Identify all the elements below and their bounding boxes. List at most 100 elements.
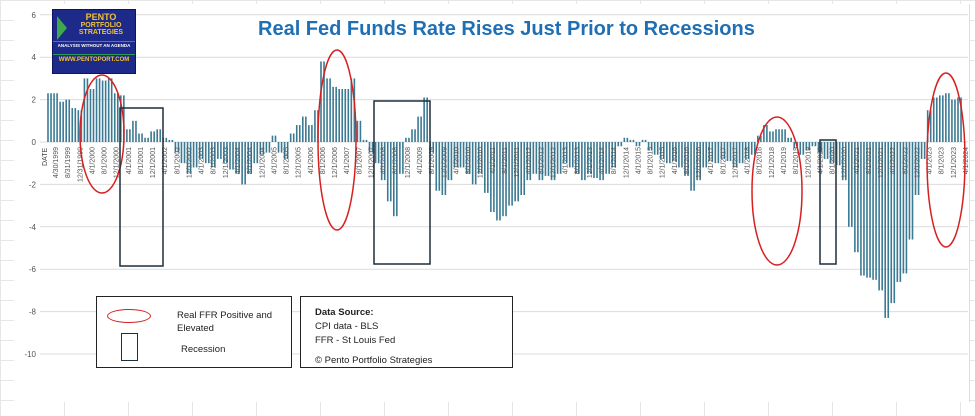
bar <box>283 142 286 159</box>
x-tick-label: 8/1/2019 <box>793 147 800 174</box>
bar <box>174 142 177 153</box>
bar <box>605 142 607 174</box>
bar <box>532 142 535 174</box>
bar <box>553 142 556 181</box>
bar <box>587 142 589 174</box>
bar <box>760 135 762 142</box>
bar <box>104 80 107 142</box>
bar <box>744 142 747 159</box>
bar <box>274 135 277 142</box>
bar <box>896 142 899 282</box>
x-tick-label: 12/31/1999 <box>77 147 84 182</box>
bar <box>939 95 941 142</box>
bar <box>696 142 698 181</box>
logo-line2: PORTFOLIO <box>80 22 122 29</box>
bar <box>568 142 571 168</box>
bar <box>480 142 483 174</box>
bar <box>872 142 874 280</box>
x-tick-label: 12/1/2015 <box>660 147 667 178</box>
bar <box>672 142 674 162</box>
bar <box>214 142 216 168</box>
bar <box>323 61 325 142</box>
bar <box>399 142 401 174</box>
bar <box>832 142 835 164</box>
bar <box>720 142 723 159</box>
bar <box>550 142 553 181</box>
bar <box>881 142 883 291</box>
bar <box>887 142 890 318</box>
bar <box>153 131 155 142</box>
bar <box>329 78 331 142</box>
bar <box>77 110 80 142</box>
bar <box>326 78 328 142</box>
bar <box>590 142 592 174</box>
bar <box>860 142 862 276</box>
x-tick-label: 8/1/2003 <box>211 147 218 174</box>
x-tick-label: 8/1/2022 <box>902 147 909 174</box>
bar <box>335 86 337 142</box>
bar <box>529 142 532 181</box>
bar <box>629 139 632 142</box>
bar <box>453 142 456 168</box>
bar <box>875 142 877 280</box>
x-tick-label: 12/1/2008 <box>405 147 412 178</box>
bar <box>957 97 959 142</box>
bar <box>753 142 756 155</box>
bar <box>471 142 474 185</box>
bar <box>168 139 171 142</box>
bar <box>302 116 304 142</box>
bar <box>757 135 759 142</box>
bar <box>820 142 823 153</box>
bar <box>393 142 395 217</box>
logo-line1: PENTO <box>85 12 117 22</box>
bar <box>50 93 52 142</box>
recession-rectangle <box>373 100 431 265</box>
bar <box>948 93 950 142</box>
bar <box>541 142 544 181</box>
bar <box>945 93 947 142</box>
bar <box>626 137 629 142</box>
bar <box>808 142 811 151</box>
bar <box>690 142 692 191</box>
bar <box>747 142 750 159</box>
x-tick-label: 12/1/2017 <box>732 147 739 178</box>
bar <box>426 97 428 142</box>
bar <box>308 125 310 142</box>
bar <box>420 116 422 142</box>
x-tick-label: 12/1/2005 <box>296 147 303 178</box>
x-tick-label: 12/1/2000 <box>114 147 121 178</box>
bar <box>711 142 714 162</box>
bar <box>632 139 635 142</box>
bar <box>866 142 868 278</box>
x-tick-label: 12/1/2014 <box>623 147 630 178</box>
bar <box>432 142 435 153</box>
bar <box>929 110 932 142</box>
bar <box>954 99 956 142</box>
bar <box>775 129 777 142</box>
bar <box>447 142 450 181</box>
bar <box>414 129 416 142</box>
bar <box>905 142 908 274</box>
x-tick-label: 8/1/2016 <box>684 147 691 174</box>
bar <box>493 142 495 212</box>
bar <box>726 142 729 162</box>
bar <box>262 142 265 155</box>
bar <box>359 120 362 142</box>
bar <box>951 99 953 142</box>
bar <box>805 142 808 151</box>
x-tick-label: 8/1/2020 <box>830 147 837 174</box>
bar <box>784 129 786 142</box>
bar <box>101 80 104 142</box>
elevated-period-ellipse <box>79 74 125 194</box>
x-tick-label: 4/1/2008 <box>381 147 388 174</box>
bar <box>177 142 180 153</box>
bar <box>766 125 768 142</box>
bar <box>614 142 617 168</box>
bar <box>723 142 726 159</box>
bar <box>738 142 741 164</box>
y-tick-label: 4 <box>32 53 37 62</box>
x-tick-label: 4/1/2012 <box>526 147 533 174</box>
bar <box>644 139 647 142</box>
bar <box>456 142 459 168</box>
bar <box>320 61 322 142</box>
